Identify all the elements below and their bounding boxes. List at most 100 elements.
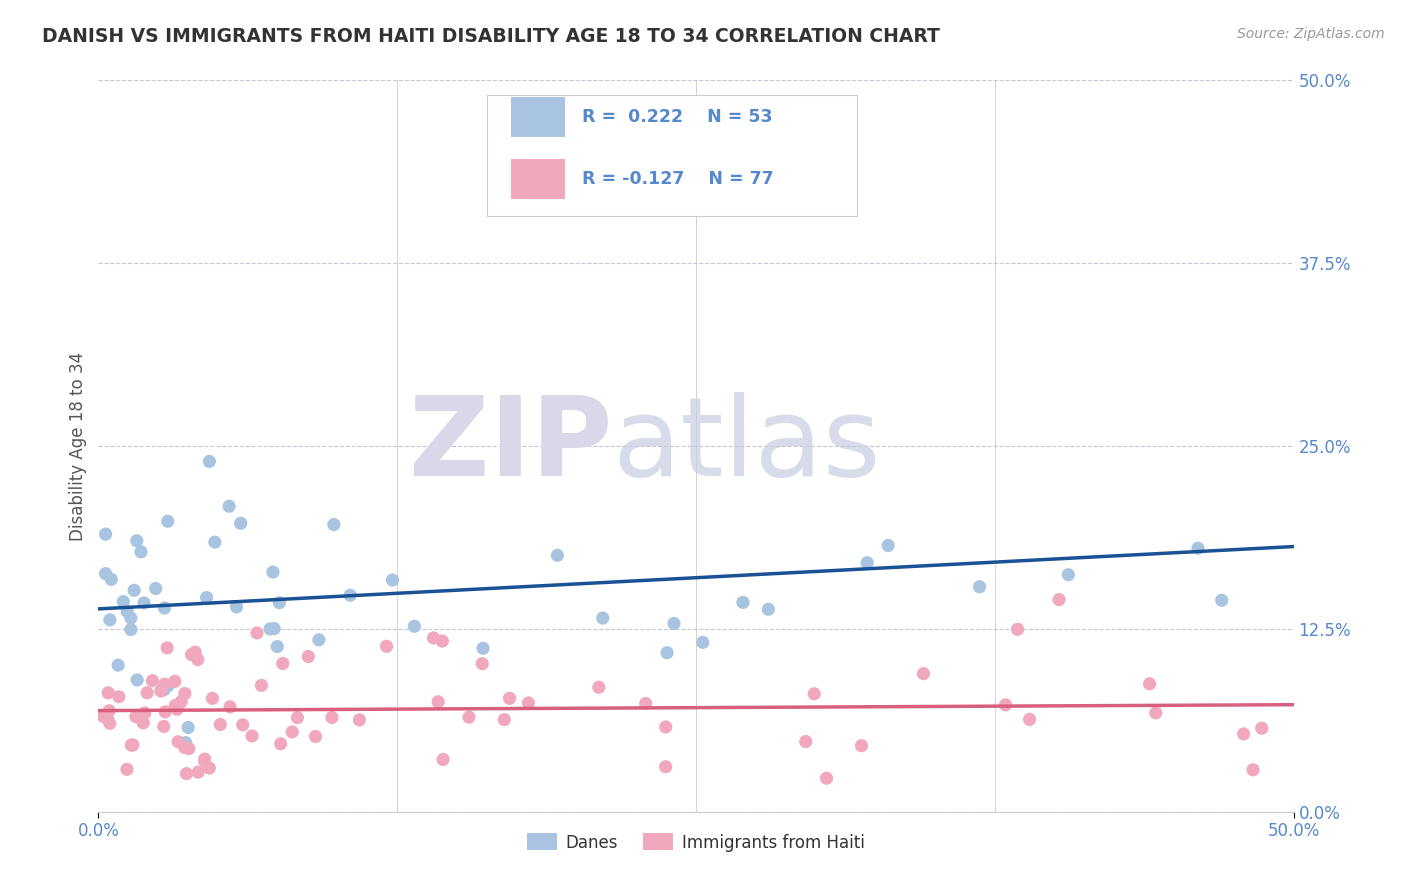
Point: [1047, 592, 1070, 607]
Point: [692, 635, 714, 649]
Point: [193, 754, 215, 768]
Point: [432, 752, 454, 766]
Point: [270, 737, 292, 751]
Point: [156, 514, 179, 528]
Point: [756, 602, 779, 616]
Point: [912, 666, 935, 681]
Point: [174, 687, 197, 701]
Point: [98, 613, 121, 627]
Point: [731, 595, 754, 609]
Point: [1241, 763, 1264, 777]
Point: [1187, 541, 1209, 556]
Point: [851, 739, 873, 753]
Point: [794, 734, 817, 748]
Point: [1057, 567, 1080, 582]
Point: [494, 713, 516, 727]
Point: [136, 686, 159, 700]
Point: [141, 673, 163, 688]
Point: [198, 454, 221, 468]
Point: [163, 674, 186, 689]
Point: [969, 580, 991, 594]
Point: [856, 556, 879, 570]
Point: [155, 705, 177, 719]
Point: [94, 566, 117, 581]
Point: [120, 738, 142, 752]
Legend: Danes, Immigrants from Haiti: Danes, Immigrants from Haiti: [520, 827, 872, 858]
Point: [269, 596, 291, 610]
Point: [592, 611, 614, 625]
Point: [153, 677, 176, 691]
Text: R =  0.222    N = 53: R = 0.222 N = 53: [582, 108, 773, 126]
Point: [107, 658, 129, 673]
Point: [219, 699, 242, 714]
Point: [201, 691, 224, 706]
Point: [472, 641, 495, 656]
Point: [471, 657, 494, 671]
Point: [322, 517, 344, 532]
Point: [232, 718, 254, 732]
Point: [132, 596, 155, 610]
Point: [517, 696, 540, 710]
Point: [655, 646, 678, 660]
Point: [115, 763, 138, 777]
FancyBboxPatch shape: [510, 96, 565, 137]
Point: [259, 622, 281, 636]
Point: [229, 516, 252, 531]
Point: [173, 740, 195, 755]
Point: [184, 645, 207, 659]
Point: [994, 698, 1017, 712]
Point: [634, 697, 657, 711]
Point: [149, 684, 172, 698]
Point: [98, 716, 121, 731]
Point: [198, 761, 221, 775]
Point: [803, 687, 825, 701]
Point: [166, 702, 188, 716]
Point: [427, 695, 450, 709]
Point: [209, 717, 232, 731]
Point: [195, 591, 218, 605]
Point: [381, 573, 404, 587]
Point: [156, 640, 179, 655]
Point: [246, 626, 269, 640]
Point: [125, 533, 148, 548]
Point: [156, 679, 179, 693]
Point: [240, 729, 263, 743]
Point: [662, 616, 685, 631]
Point: [1007, 622, 1029, 636]
Point: [167, 735, 190, 749]
Text: DANISH VS IMMIGRANTS FROM HAITI DISABILITY AGE 18 TO 34 CORRELATION CHART: DANISH VS IMMIGRANTS FROM HAITI DISABILI…: [42, 27, 941, 45]
Point: [262, 565, 284, 579]
Point: [498, 691, 520, 706]
Point: [266, 640, 288, 654]
Point: [180, 648, 202, 662]
Point: [1250, 721, 1272, 735]
Point: [177, 721, 200, 735]
Point: [281, 725, 304, 739]
Y-axis label: Disability Age 18 to 34: Disability Age 18 to 34: [69, 351, 87, 541]
Point: [127, 673, 149, 687]
Point: [225, 599, 247, 614]
Point: [115, 605, 138, 619]
Point: [153, 601, 176, 615]
Point: [1211, 593, 1233, 607]
Point: [308, 632, 330, 647]
Point: [1144, 706, 1167, 720]
FancyBboxPatch shape: [510, 159, 565, 199]
Point: [297, 649, 319, 664]
Point: [170, 695, 193, 709]
Point: [165, 698, 187, 713]
Point: [304, 730, 326, 744]
Point: [1233, 727, 1256, 741]
Point: [125, 709, 148, 723]
Point: [218, 499, 240, 513]
Point: [120, 611, 142, 625]
Point: [432, 634, 454, 648]
Point: [339, 588, 361, 602]
Text: ZIP: ZIP: [409, 392, 613, 500]
FancyBboxPatch shape: [486, 95, 858, 216]
Text: R = -0.127    N = 77: R = -0.127 N = 77: [582, 170, 775, 188]
Point: [287, 711, 309, 725]
Point: [588, 681, 610, 695]
Point: [422, 631, 444, 645]
Point: [187, 765, 209, 780]
